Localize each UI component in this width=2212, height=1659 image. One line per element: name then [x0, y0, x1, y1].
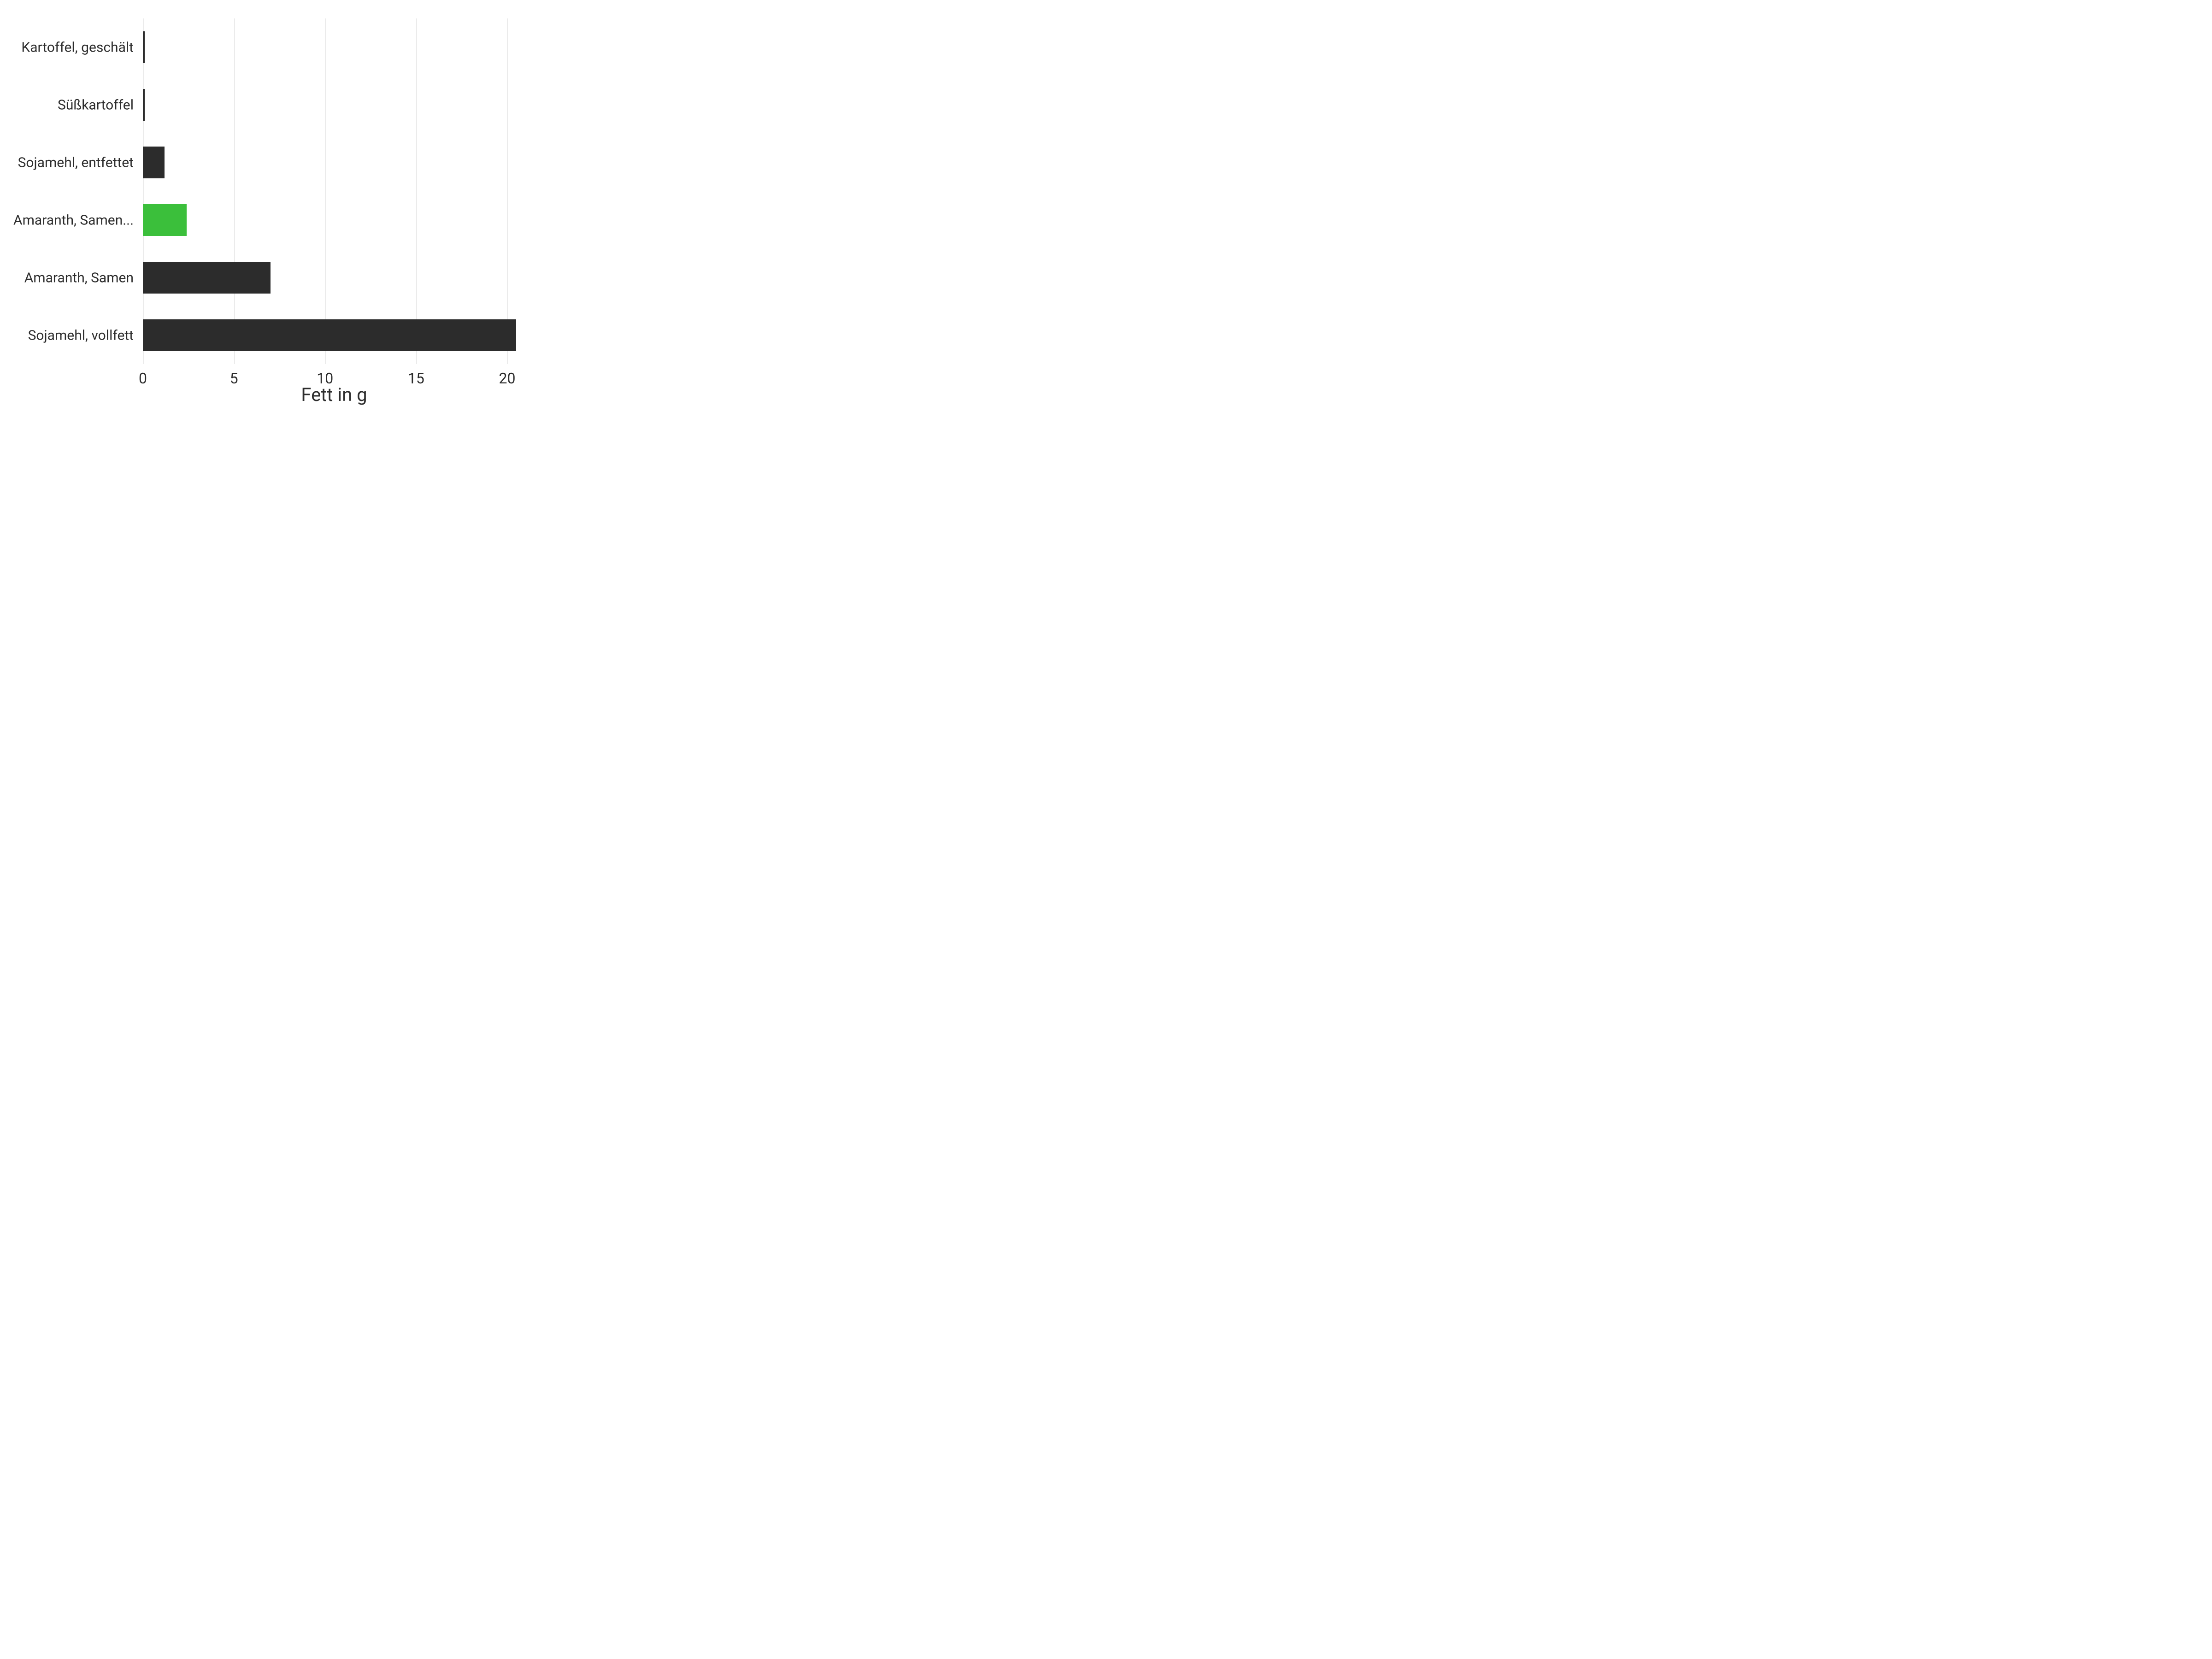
- bar: [143, 147, 165, 178]
- bar-row: [143, 31, 525, 63]
- y-axis-label: Kartoffel, geschält: [21, 39, 134, 55]
- gridline: [143, 18, 144, 364]
- bar: [143, 89, 145, 121]
- y-axis-label: Sojamehl, vollfett: [28, 327, 134, 343]
- bar-row: [143, 262, 525, 294]
- y-axis-label: Amaranth, Samen: [24, 270, 134, 286]
- bar: [143, 31, 145, 63]
- gridline: [234, 18, 235, 364]
- fat-bar-chart: 05101520Kartoffel, geschältSüßkartoffelS…: [0, 0, 553, 415]
- y-axis-label: Sojamehl, entfettet: [18, 154, 134, 171]
- bar: [143, 319, 516, 351]
- y-axis-label: Amaranth, Samen...: [13, 212, 134, 228]
- plot-area: 05101520Kartoffel, geschältSüßkartoffelS…: [143, 18, 525, 364]
- gridline: [325, 18, 326, 364]
- bar: [143, 262, 271, 294]
- bar-row: [143, 147, 525, 178]
- y-axis-label: Süßkartoffel: [58, 97, 134, 113]
- bar-row: [143, 204, 525, 236]
- bar: [143, 204, 187, 236]
- gridline: [416, 18, 417, 364]
- bar-row: [143, 89, 525, 121]
- gridline: [507, 18, 508, 364]
- x-axis-title: Fett in g: [143, 384, 525, 406]
- bar-row: [143, 319, 525, 351]
